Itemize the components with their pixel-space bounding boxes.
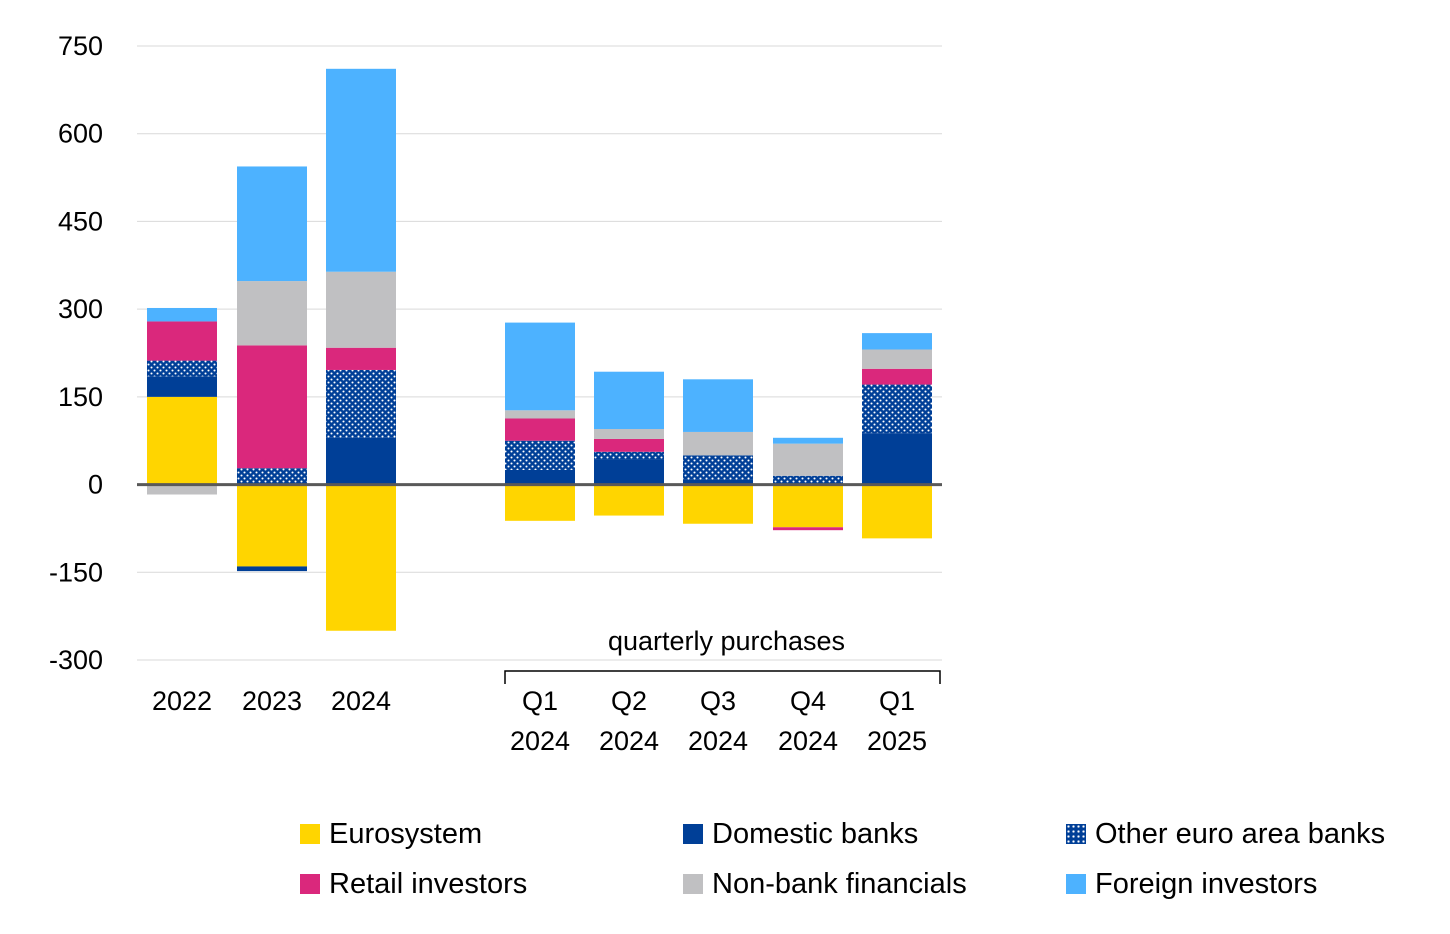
bar-segment (147, 396, 217, 485)
bar-segment (147, 484, 217, 495)
bar-segment (773, 527, 843, 531)
bar-segment (594, 484, 664, 516)
group-annotation-label: quarterly purchases (608, 626, 845, 656)
legend-item: Foreign investors (1066, 862, 1317, 906)
group-bracket (504, 670, 941, 684)
legend-label: Domestic banks (712, 817, 919, 850)
bar-segment (683, 484, 753, 524)
x-tick-label: 2024 (599, 726, 659, 756)
legend-swatch (1066, 874, 1086, 894)
x-tick-label: 2023 (242, 686, 302, 716)
bar-segment (237, 281, 307, 346)
bar-segment (773, 484, 843, 528)
legend-label: Other euro area banks (1095, 817, 1386, 850)
legend-swatch (300, 824, 320, 844)
bar-segment (773, 475, 843, 485)
legend-swatch (1066, 824, 1086, 844)
x-tick-label: 2022 (152, 686, 212, 716)
legend-item: Other euro area banks (1066, 812, 1385, 856)
bar-segment (147, 376, 217, 397)
bar-segment (237, 566, 307, 572)
bar-segment (594, 438, 664, 452)
y-tick-label: -150 (49, 557, 103, 587)
axis-labels: 750 600 450 300 150 0 -150 -300 2022 2023 2024 Q1 20… (49, 31, 927, 756)
bar-segment (683, 455, 753, 480)
legend-swatch (683, 874, 703, 894)
x-tick-label: 2024 (331, 686, 391, 716)
bar-segment (773, 437, 843, 444)
bar-segment (505, 469, 575, 485)
bar-segment (147, 360, 217, 377)
bar-segment (505, 418, 575, 441)
x-tick-label: 2024 (778, 726, 838, 756)
bar-segment (237, 345, 307, 469)
stacked-bar-chart: 750 600 450 300 150 0 -150 -300 2022 2023 2024 Q1 20… (49, 31, 942, 756)
legend-swatch (300, 874, 320, 894)
bar-segment (147, 307, 217, 322)
bar-segment (237, 166, 307, 282)
axes (137, 483, 942, 684)
legend-swatch (683, 824, 703, 844)
bar-segment (326, 484, 396, 631)
x-tick-label: 2024 (688, 726, 748, 756)
bar-segment (594, 459, 664, 485)
bar-segment (326, 68, 396, 272)
bar-segment (862, 433, 932, 485)
bar-segment (683, 379, 753, 432)
bar-segment (862, 368, 932, 385)
bar-segment (505, 484, 575, 521)
bar-segment (237, 484, 307, 567)
bar-segment (505, 440, 575, 470)
bar-segment (683, 431, 753, 456)
legend-label: Eurosystem (329, 817, 483, 850)
bar-segment (326, 369, 396, 438)
bar-segment (326, 347, 396, 370)
bars (147, 68, 932, 631)
y-tick-label: 150 (58, 382, 103, 412)
bar-segment (594, 429, 664, 439)
bar-segment (505, 410, 575, 419)
bar-segment (237, 468, 307, 485)
bar-segment (326, 437, 396, 485)
y-tick-label: 600 (58, 119, 103, 149)
x-tick-label: 2024 (510, 726, 570, 756)
legend-item: Non-bank financials (683, 862, 967, 906)
bar-segment (326, 271, 396, 348)
bar-segment (773, 443, 843, 476)
bar-segment (862, 484, 932, 539)
legend-label: Foreign investors (1095, 867, 1318, 900)
bar-segment (862, 349, 932, 369)
bar-segment (862, 333, 932, 350)
y-tick-label: 300 (58, 294, 103, 324)
x-tick-label: Q1 (879, 686, 915, 716)
bar-segment (594, 451, 664, 460)
legend-item: Retail investors (300, 862, 527, 906)
x-tick-label: Q4 (790, 686, 826, 716)
x-tick-label: Q1 (522, 686, 558, 716)
bar-segment (147, 321, 217, 361)
bar-segment (594, 371, 664, 430)
y-tick-label: 0 (88, 470, 103, 500)
legend-item: Eurosystem (300, 812, 482, 856)
legend-label: Non-bank financials (712, 867, 967, 900)
legend-label: Retail investors (329, 867, 528, 900)
bar-segment (683, 479, 753, 485)
y-tick-label: -300 (49, 645, 103, 675)
x-tick-label: Q2 (611, 686, 647, 716)
y-tick-label: 450 (58, 206, 103, 236)
bar-segment (862, 384, 932, 434)
x-tick-label: Q3 (700, 686, 736, 716)
legend: Eurosystem Domestic banks Other euro area … (300, 812, 1440, 922)
legend-item: Domestic banks (683, 812, 918, 856)
x-tick-label: 2025 (867, 726, 927, 756)
y-tick-label: 750 (58, 31, 103, 61)
bar-segment (505, 322, 575, 411)
